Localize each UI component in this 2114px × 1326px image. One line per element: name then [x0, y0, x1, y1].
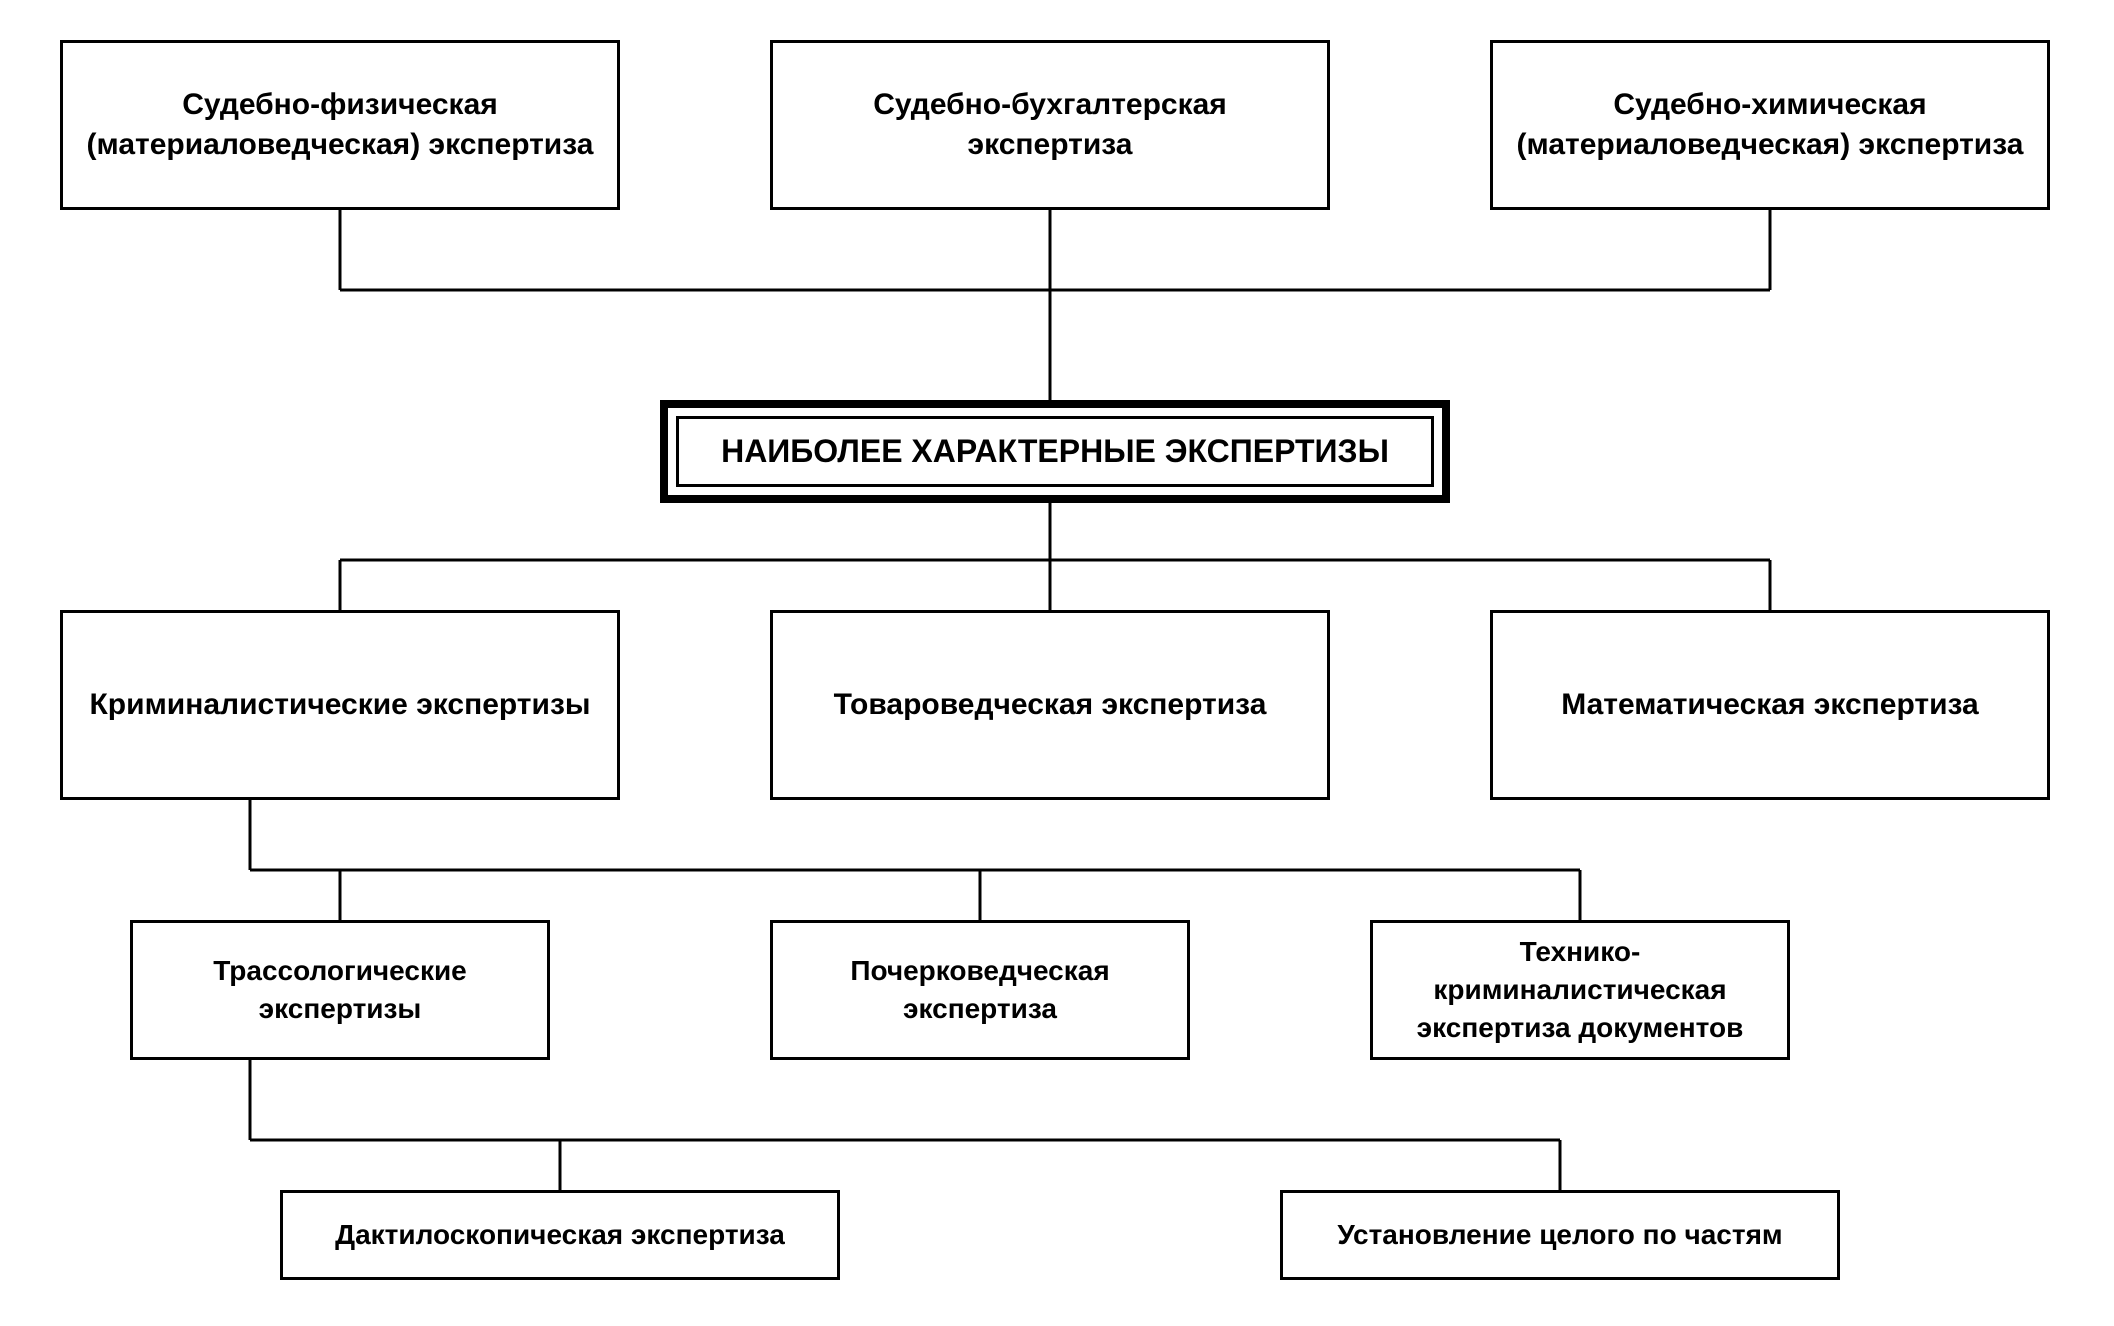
node-center: НАИБОЛЕЕ ХАРАКТЕРНЫЕ ЭКСПЕРТИЗЫ — [660, 400, 1450, 503]
node-sub1: Трассологические экспертизы — [130, 920, 550, 1060]
node-top1: Судебно-физическая (материаловедческая) … — [60, 40, 620, 210]
node-label: Трассологические экспертизы — [153, 952, 527, 1028]
node-label: Судебно-бухгалтерская экспертиза — [793, 85, 1307, 166]
node-label: Судебно-физическая (материаловедческая) … — [83, 85, 597, 166]
node-leaf2: Установление целого по частям — [1280, 1190, 1840, 1280]
node-top2: Судебно-бухгалтерская экспертиза — [770, 40, 1330, 210]
diagram-canvas: Судебно-физическая (материаловедческая) … — [0, 0, 2114, 1326]
node-label: Судебно-химическая (материаловедческая) … — [1513, 85, 2027, 166]
node-label: НАИБОЛЕЕ ХАРАКТЕРНЫЕ ЭКСПЕРТИЗЫ — [721, 433, 1389, 469]
node-sub2: Почерковедческая экспертиза — [770, 920, 1190, 1060]
node-mid2: Товароведческая экспертиза — [770, 610, 1330, 800]
node-mid1: Криминалистические экспертизы — [60, 610, 620, 800]
node-label: Дактилоскопическая экспертиза — [335, 1216, 785, 1254]
node-label: Установление целого по частям — [1337, 1216, 1782, 1254]
node-label: Математическая экспертиза — [1561, 685, 1979, 726]
node-leaf1: Дактилоскопическая экспертиза — [280, 1190, 840, 1280]
node-label: Товароведческая экспертиза — [834, 685, 1267, 726]
node-top3: Судебно-химическая (материаловедческая) … — [1490, 40, 2050, 210]
node-mid3: Математическая экспертиза — [1490, 610, 2050, 800]
node-sub3: Технико-криминалистическая экспертиза до… — [1370, 920, 1790, 1060]
node-label: Криминалистические экспертизы — [90, 685, 591, 726]
node-label: Технико-криминалистическая экспертиза до… — [1393, 933, 1767, 1046]
node-label: Почерковедческая экспертиза — [793, 952, 1167, 1028]
